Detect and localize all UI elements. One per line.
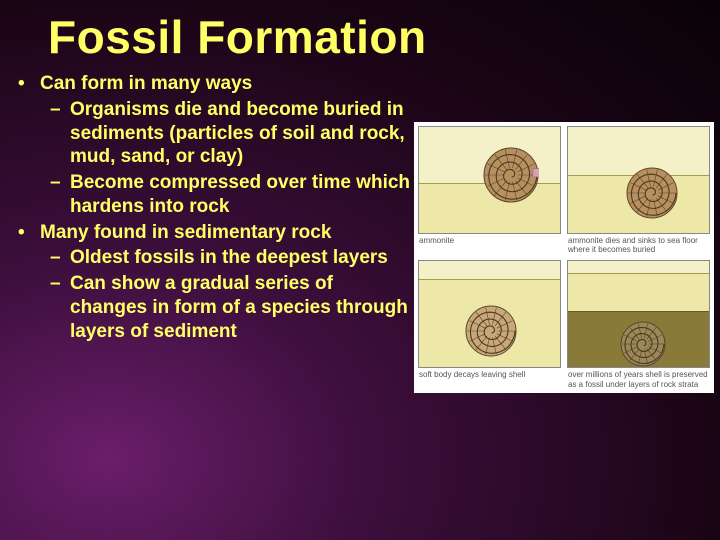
bullet-text: Can form in many ways — [40, 72, 252, 96]
diagram-grid: ammonite ammonite dies and sinks to sea … — [414, 122, 714, 393]
ammonite-icon — [620, 321, 666, 367]
sub-bullet-marker: – — [50, 171, 70, 219]
ammonite-icon — [626, 167, 678, 219]
slide-title: Fossil Formation — [0, 0, 720, 72]
ammonite-icon — [483, 147, 539, 203]
bullet-text: Many found in sedimentary rock — [40, 221, 331, 245]
sub-bullet-text: Become compressed over time which harden… — [70, 171, 410, 219]
bullet-item: •Can form in many ways — [18, 72, 410, 96]
diagram-image — [418, 260, 561, 368]
sub-bullet-item: –Oldest fossils in the deepest layers — [18, 246, 410, 270]
bullet-item: •Many found in sedimentary rock — [18, 221, 410, 245]
panel-caption: ammonite — [418, 234, 561, 254]
bullet-marker: • — [18, 72, 40, 96]
sub-bullet-item: –Become compressed over time which harde… — [18, 171, 410, 219]
sub-bullet-marker: – — [50, 246, 70, 270]
sub-bullet-marker: – — [50, 272, 70, 343]
diagram-image — [567, 260, 710, 368]
diagram-panel: ammonite — [418, 126, 561, 254]
diagram-panel: soft body decays leaving shell — [418, 260, 561, 388]
ammonite-icon — [465, 305, 517, 357]
diagram-panel: over millions of years shell is preserve… — [567, 260, 710, 388]
panel-caption: soft body decays leaving shell — [418, 368, 561, 388]
diagram-image — [418, 126, 561, 234]
panel-caption: over millions of years shell is preserve… — [567, 368, 710, 388]
sub-bullet-item: –Organisms die and become buried in sedi… — [18, 98, 410, 169]
panel-caption: ammonite dies and sinks to sea floor whe… — [567, 234, 710, 254]
sub-bullet-text: Organisms die and become buried in sedim… — [70, 98, 410, 169]
bullet-marker: • — [18, 221, 40, 245]
sub-bullet-text: Oldest fossils in the deepest layers — [70, 246, 388, 270]
sub-bullet-text: Can show a gradual series of changes in … — [70, 272, 410, 343]
diagram-image — [567, 126, 710, 234]
sub-bullet-marker: – — [50, 98, 70, 169]
diagram-panel: ammonite dies and sinks to sea floor whe… — [567, 126, 710, 254]
bullet-text-column: •Can form in many ways–Organisms die and… — [0, 72, 410, 345]
sub-bullet-item: –Can show a gradual series of changes in… — [18, 272, 410, 343]
